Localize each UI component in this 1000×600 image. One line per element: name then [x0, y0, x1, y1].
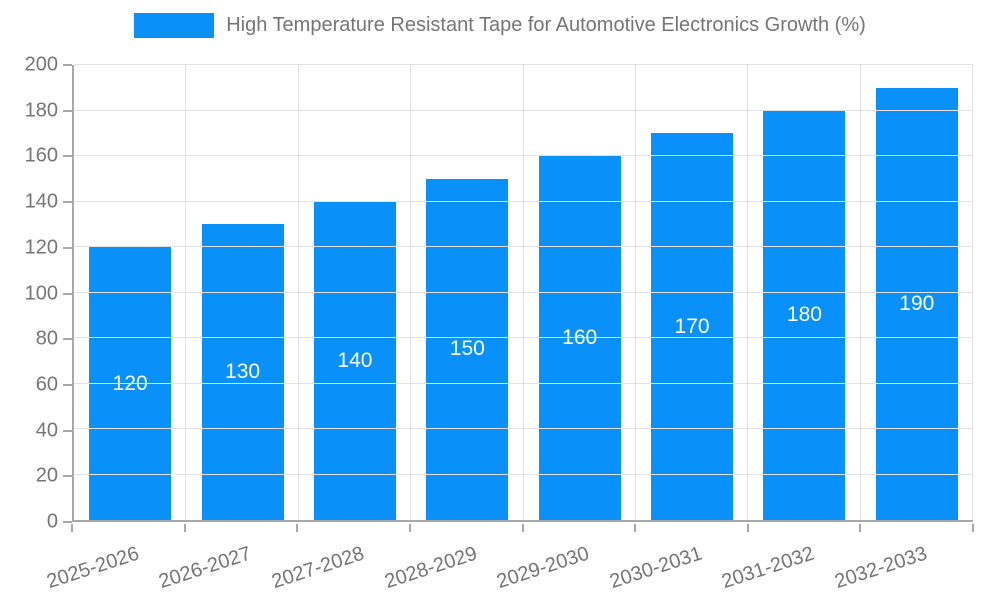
- y-axis-tick: [63, 475, 72, 478]
- y-axis-tick: [63, 338, 72, 341]
- gridline-horizontal: [74, 155, 973, 156]
- y-axis-label: 80: [35, 327, 58, 350]
- x-axis-label: 2032-2033: [832, 542, 930, 594]
- bar-value-label: 190: [899, 291, 935, 315]
- bar-2032-2033[interactable]: 190: [875, 87, 958, 520]
- gridline-horizontal: [74, 291, 973, 293]
- bar-slot: 130: [186, 65, 298, 520]
- y-axis-tick: [63, 155, 72, 158]
- gridline-horizontal: [74, 473, 973, 475]
- gridline-vertical: [297, 65, 299, 520]
- gridline-vertical: [410, 65, 412, 520]
- y-axis-label: 140: [24, 190, 58, 213]
- bar-2028-2029[interactable]: 150: [426, 178, 509, 520]
- x-axis-tick: [71, 524, 73, 532]
- legend-swatch-icon: [134, 13, 215, 38]
- y-axis-tick: [63, 429, 72, 432]
- bars-container: 120 130 140 150 160 170 180 190: [74, 65, 973, 520]
- bar-2031-2032[interactable]: 180: [763, 110, 846, 520]
- bar-2030-2031[interactable]: 170: [651, 133, 734, 520]
- bar-slot: 160: [524, 65, 636, 520]
- y-axis-label: 60: [35, 373, 58, 396]
- y-axis-label: 180: [24, 99, 58, 122]
- x-axis-tick: [746, 524, 749, 532]
- x-axis-label: 2028-2029: [381, 542, 480, 594]
- bar-slot: 140: [299, 65, 411, 520]
- y-axis-tick: [63, 383, 72, 386]
- x-axis-label: 2029-2030: [494, 542, 593, 594]
- gridline-horizontal: [74, 64, 973, 65]
- bar-slot: 170: [636, 65, 748, 520]
- x-axis-tick: [521, 524, 524, 532]
- y-axis-tick: [63, 109, 72, 112]
- bar-2025-2026[interactable]: 120: [89, 247, 172, 520]
- x-axis-label: 2027-2028: [269, 542, 367, 594]
- x-axis-tick: [634, 524, 637, 532]
- bar-2026-2027[interactable]: 130: [201, 224, 284, 520]
- y-axis-ticks: [63, 64, 72, 523]
- gridline-horizontal: [74, 200, 973, 202]
- y-axis-label: 100: [24, 282, 58, 304]
- gridline-vertical: [859, 65, 861, 520]
- x-axis-tick: [183, 524, 186, 532]
- gridline-vertical: [634, 65, 636, 520]
- gridline-vertical: [747, 65, 749, 520]
- y-axis-label: 160: [24, 144, 58, 167]
- x-axis-label: 2026-2027: [156, 542, 255, 594]
- gridline-vertical: [972, 65, 973, 520]
- bar-2029-2030[interactable]: 160: [538, 156, 621, 520]
- y-axis-labels: 0 20 40 60 80 100 120 140 160 180 200: [0, 54, 58, 533]
- x-axis-tick: [972, 524, 974, 532]
- gridline-horizontal: [74, 246, 973, 247]
- plot-area: 120 130 140 150 160 170 180 190: [72, 64, 973, 522]
- x-axis-label: 2025-2026: [43, 542, 142, 594]
- bar-slot: 120: [74, 65, 186, 520]
- x-axis-tick: [859, 524, 862, 532]
- bar-value-label: 120: [112, 371, 148, 395]
- gridline-horizontal: [74, 382, 973, 384]
- bar-value-label: 140: [337, 348, 373, 372]
- y-axis-tick: [63, 201, 72, 204]
- bar-slot: 190: [861, 65, 973, 520]
- chart-legend[interactable]: High Temperature Resistant Tape for Auto…: [0, 13, 1000, 38]
- bar-value-label: 180: [786, 303, 822, 327]
- gridline-horizontal: [74, 428, 973, 429]
- y-axis-tick: [63, 292, 72, 295]
- y-axis-tick: [63, 64, 72, 66]
- gridline-horizontal: [74, 109, 973, 111]
- gridline-vertical: [522, 65, 524, 520]
- y-axis-label: 20: [35, 464, 58, 487]
- x-axis-tick: [296, 524, 299, 532]
- gridline-horizontal: [74, 337, 973, 338]
- gridline-vertical: [185, 65, 187, 520]
- y-axis-label: 120: [24, 236, 58, 259]
- y-axis-label: 0: [46, 510, 58, 533]
- bar-value-label: 130: [225, 360, 261, 384]
- bar-value-label: 160: [562, 326, 598, 349]
- y-axis-tick: [63, 246, 72, 249]
- y-axis-label: 200: [24, 53, 58, 76]
- bar-value-label: 150: [449, 337, 485, 361]
- x-axis-ticks: [71, 524, 974, 532]
- x-axis-labels: 2025-2026 2026-2027 2027-2028 2028-2029 2029…: [44, 532, 973, 598]
- x-axis-label: 2030-2031: [606, 542, 705, 594]
- x-axis-label: 2031-2032: [719, 542, 818, 594]
- x-axis-tick: [408, 524, 411, 532]
- bar-slot: 180: [748, 65, 860, 520]
- bar-2027-2028[interactable]: 140: [313, 201, 396, 520]
- bar-slot: 150: [411, 65, 523, 520]
- y-axis-label: 40: [35, 419, 58, 442]
- y-axis-tick: [63, 521, 72, 523]
- legend-label: High Temperature Resistant Tape for Auto…: [226, 14, 866, 36]
- bar-value-label: 170: [674, 314, 710, 338]
